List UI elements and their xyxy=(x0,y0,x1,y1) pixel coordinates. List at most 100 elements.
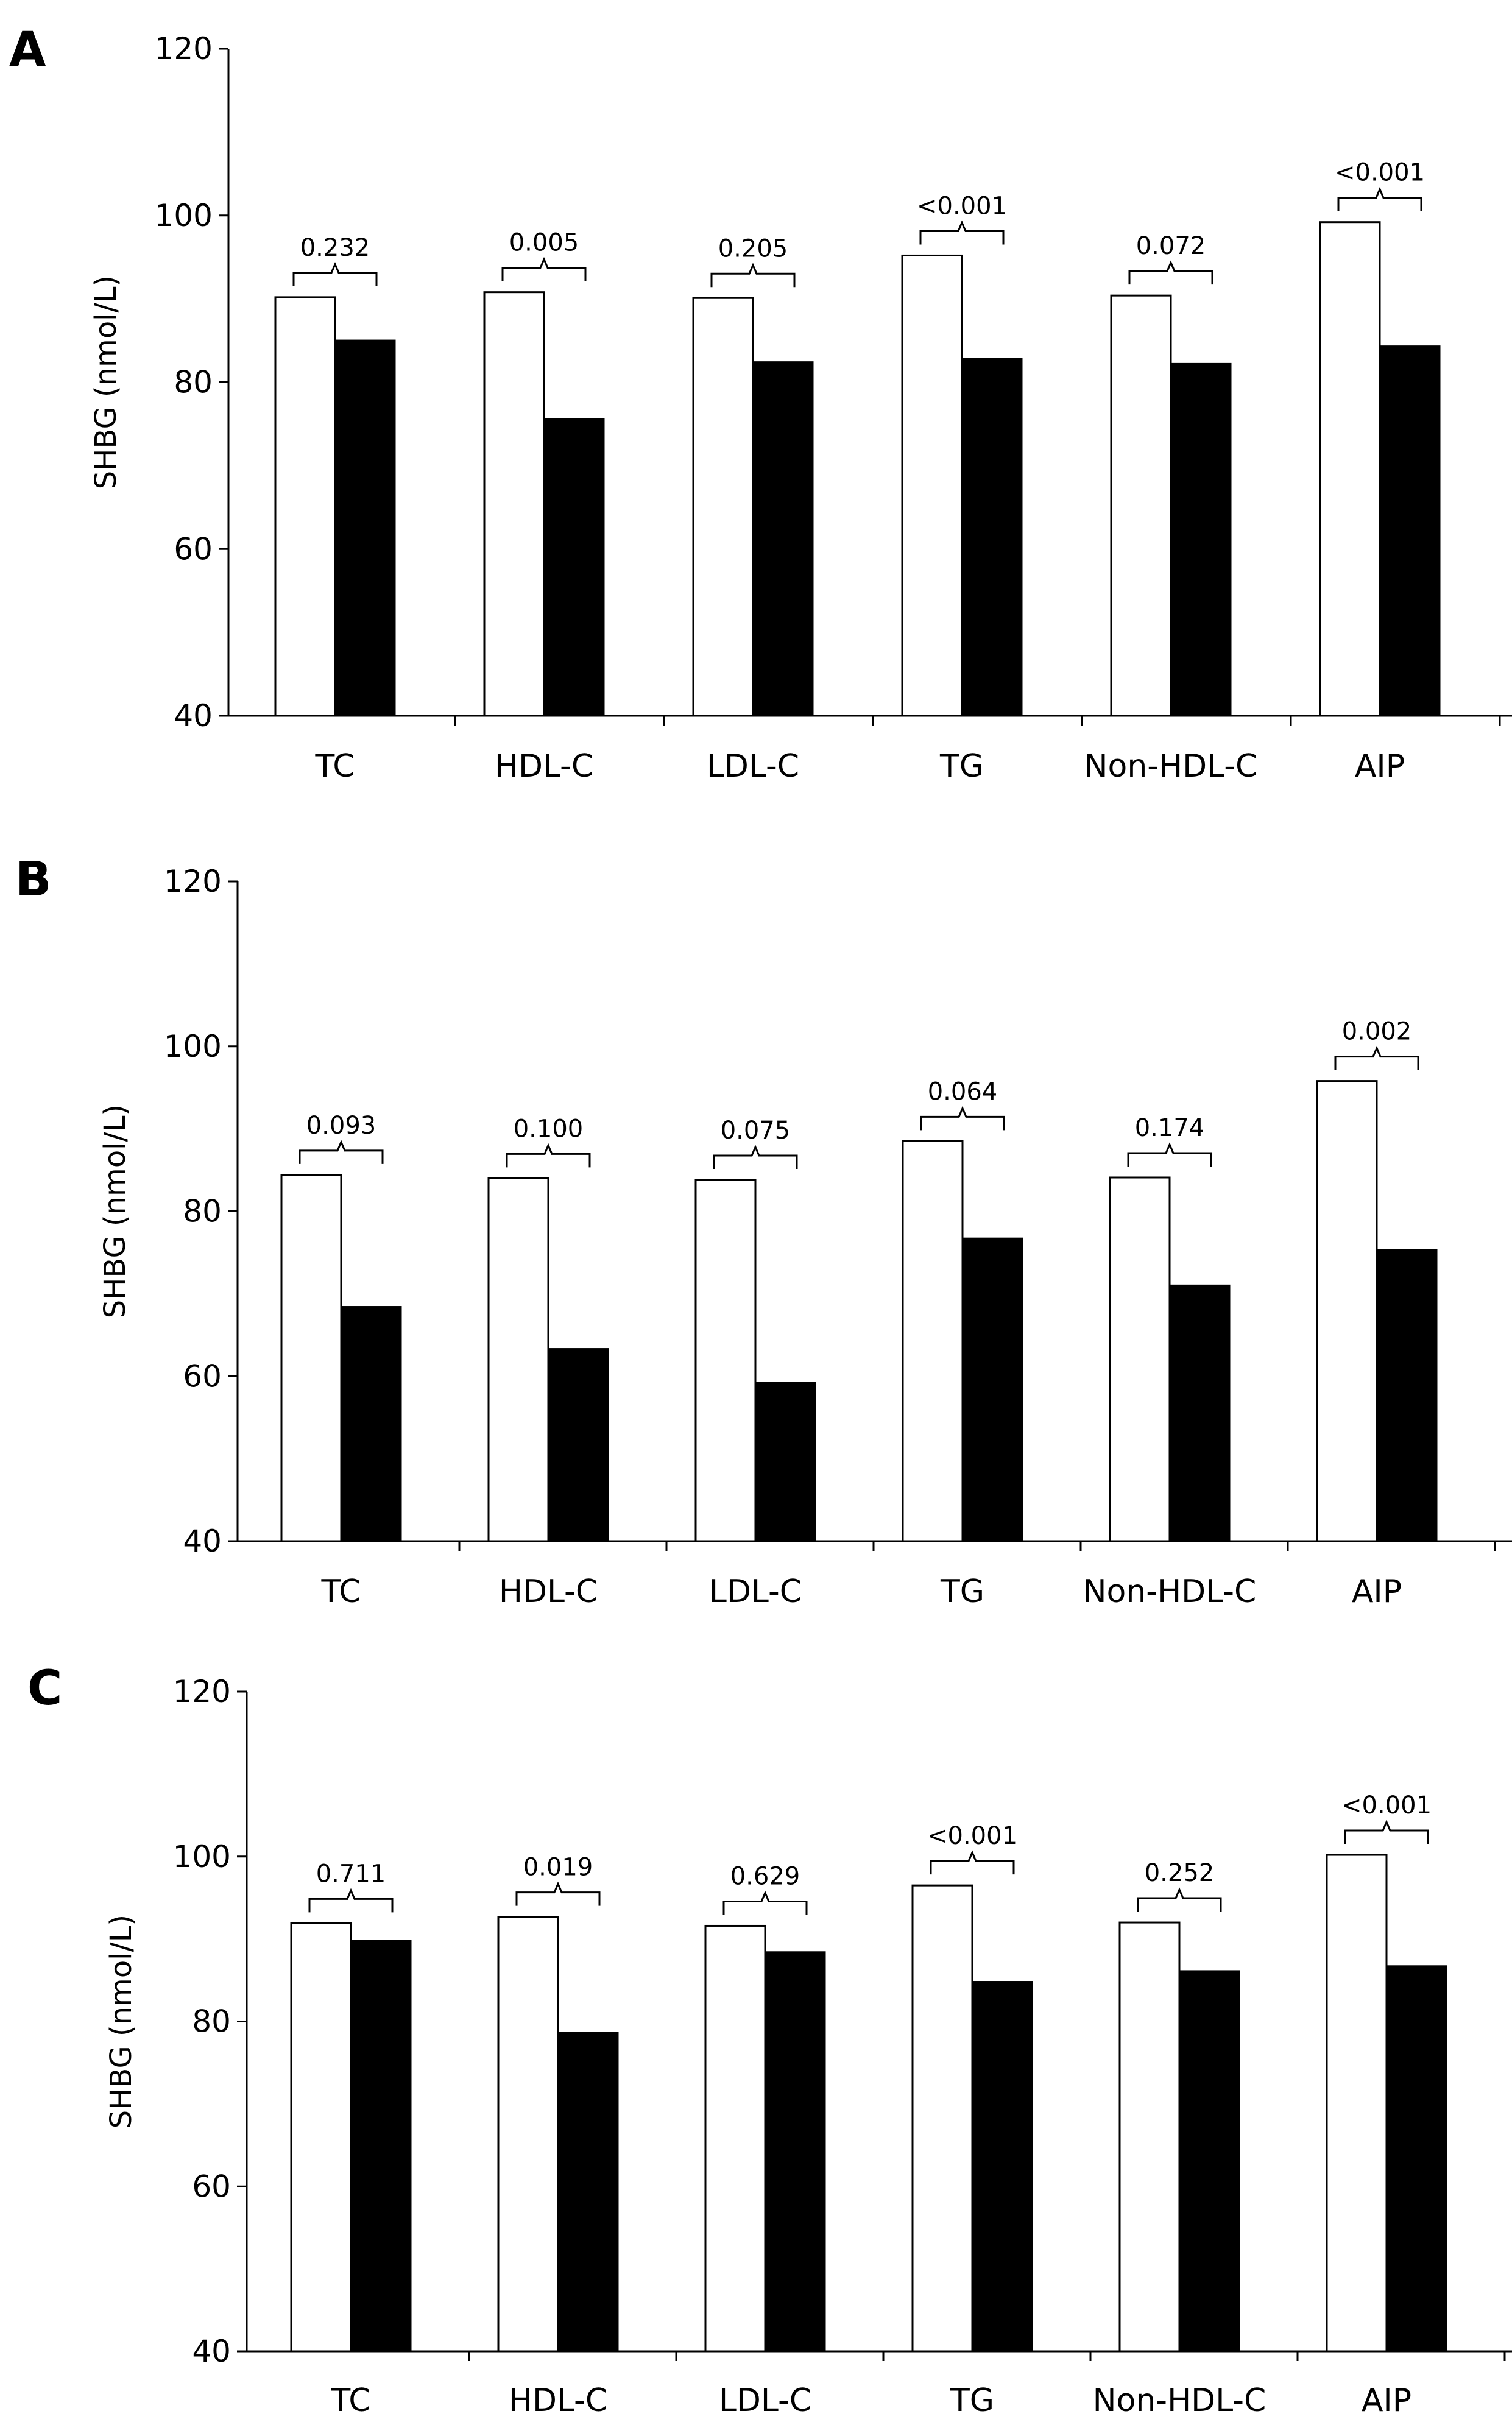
category-label: LDL-C xyxy=(709,1573,802,1610)
bar-open xyxy=(290,1922,352,2353)
category-label: Non-HDL-C xyxy=(1083,1573,1257,1610)
bar-open xyxy=(483,291,545,717)
significance-bracket xyxy=(299,1140,384,1164)
category-label: AIP xyxy=(1355,748,1405,785)
bar-open xyxy=(1109,1176,1171,1542)
y-axis-title: SHBG (nmol/L) xyxy=(89,275,123,489)
panel-letter: C xyxy=(27,1661,62,1716)
y-tick-label: 100 xyxy=(164,1029,222,1064)
significance-bracket xyxy=(1128,260,1213,285)
y-tick-label: 80 xyxy=(192,2004,231,2039)
p-value-label: 0.100 xyxy=(514,1115,584,1143)
category-label: LDL-C xyxy=(707,748,799,785)
significance-bracket xyxy=(710,263,796,288)
category-label: TC xyxy=(330,2382,370,2419)
y-tick-label: 40 xyxy=(174,698,213,733)
p-value-label: 0.019 xyxy=(523,1854,593,1882)
bar-filled xyxy=(764,1951,826,2353)
bar-filled xyxy=(350,1940,412,2353)
bar-filled xyxy=(754,1382,816,1542)
bar-open xyxy=(280,1174,342,1542)
p-value-label: 0.232 xyxy=(300,234,370,262)
y-tick-label: 60 xyxy=(183,1358,222,1394)
p-value-label: 0.711 xyxy=(316,1860,386,1888)
bar-filled xyxy=(752,361,814,717)
significance-bracket xyxy=(722,1890,808,1915)
p-value-label: 0.064 xyxy=(928,1078,998,1106)
y-tick-label: 100 xyxy=(173,1839,231,1874)
y-tick-label: 40 xyxy=(192,2334,231,2369)
panel-letter: B xyxy=(15,852,51,907)
bar-open xyxy=(497,1916,559,2353)
panel-letter: A xyxy=(9,23,46,77)
bar-filled xyxy=(557,2032,619,2353)
p-value-label: <0.001 xyxy=(1341,1792,1432,1820)
category-label: TG xyxy=(939,748,984,785)
bar-open xyxy=(692,297,754,717)
category-label: AIP xyxy=(1352,1573,1402,1610)
y-tick-label: 80 xyxy=(183,1194,222,1229)
y-tick-label: 60 xyxy=(174,531,213,567)
bar-filled xyxy=(543,418,605,717)
significance-bracket xyxy=(501,256,587,281)
category-label: TC xyxy=(314,748,355,785)
bar-open xyxy=(1319,221,1381,717)
bar-filled xyxy=(961,358,1023,717)
bar-open xyxy=(487,1177,549,1542)
bar-filled xyxy=(971,1981,1033,2353)
p-value-label: 0.252 xyxy=(1145,1859,1215,1887)
significance-bracket xyxy=(713,1145,798,1170)
significance-bracket xyxy=(515,1881,601,1906)
significance-bracket xyxy=(1127,1142,1212,1167)
significance-bracket xyxy=(1344,1820,1429,1845)
y-tick-label: 60 xyxy=(192,2169,231,2204)
significance-bracket xyxy=(919,220,1005,245)
significance-bracket xyxy=(506,1143,591,1168)
p-value-label: 0.075 xyxy=(721,1117,791,1145)
p-value-label: <0.001 xyxy=(1335,159,1425,187)
significance-bracket xyxy=(1337,186,1422,211)
y-axis-title: SHBG (nmol/L) xyxy=(98,1104,132,1318)
p-value-label: 0.072 xyxy=(1136,232,1206,260)
bar-open xyxy=(1110,294,1172,717)
category-label: TC xyxy=(320,1573,361,1610)
p-value-label: 0.002 xyxy=(1342,1018,1412,1046)
bar-filled xyxy=(547,1348,609,1542)
bar-open xyxy=(1118,1921,1181,2353)
bar-filled xyxy=(961,1237,1023,1542)
significance-bracket xyxy=(1334,1045,1419,1070)
bar-filled xyxy=(1376,1249,1438,1542)
bar-open xyxy=(704,1924,766,2353)
category-label: TG xyxy=(950,2382,994,2419)
y-tick-label: 40 xyxy=(183,1523,222,1559)
category-label: Non-HDL-C xyxy=(1093,2382,1266,2419)
bar-open xyxy=(694,1179,757,1542)
p-value-label: <0.001 xyxy=(917,192,1007,220)
p-value-label: 0.093 xyxy=(306,1112,376,1140)
bar-filled xyxy=(340,1306,402,1542)
category-label: LDL-C xyxy=(719,2382,811,2419)
y-tick-label: 80 xyxy=(174,365,213,400)
p-value-label: 0.629 xyxy=(730,1862,800,1890)
y-tick-label: 120 xyxy=(164,864,222,899)
category-label: Non-HDL-C xyxy=(1084,748,1258,785)
bar-filled xyxy=(1178,1970,1240,2353)
y-tick-label: 120 xyxy=(173,1674,231,1709)
category-label: HDL-C xyxy=(509,2382,607,2419)
bar-open xyxy=(1316,1080,1378,1542)
p-value-label: <0.001 xyxy=(927,1822,1017,1850)
bar-filled xyxy=(1170,362,1232,717)
bar-filled xyxy=(334,339,396,717)
category-label: AIP xyxy=(1362,2382,1411,2419)
category-label: HDL-C xyxy=(495,748,593,785)
significance-bracket xyxy=(292,262,378,286)
bar-open xyxy=(902,1140,964,1542)
p-value-label: 0.205 xyxy=(718,235,788,263)
category-label: TG xyxy=(940,1573,984,1610)
significance-bracket xyxy=(930,1850,1015,1875)
bar-open xyxy=(1326,1854,1388,2353)
bar-filled xyxy=(1168,1284,1231,1542)
bar-open xyxy=(911,1884,973,2353)
y-tick-label: 120 xyxy=(155,31,213,66)
